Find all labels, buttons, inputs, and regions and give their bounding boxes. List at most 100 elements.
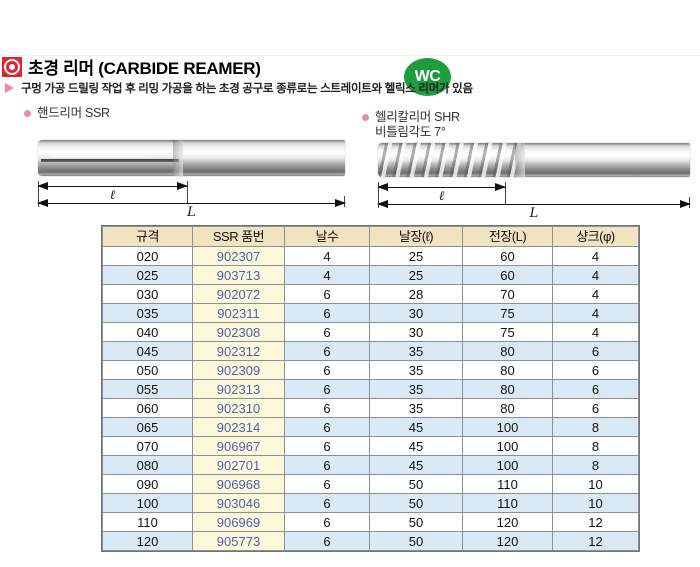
part-number-cell[interactable]: 902313 <box>192 379 285 399</box>
spec-cell: 25 <box>369 246 463 266</box>
part-number-cell[interactable]: 902308 <box>192 322 285 342</box>
part-number-cell[interactable]: 902312 <box>192 341 285 361</box>
table-row: 080 902701 6 45 100 8 <box>102 455 639 475</box>
spec-cell: 8 <box>552 417 639 437</box>
flute-transition <box>515 143 526 177</box>
spec-cell: 30 <box>369 303 463 323</box>
part-number-cell[interactable]: 902072 <box>192 284 285 304</box>
spec-cell: 6 <box>284 512 370 532</box>
dim-line-edge-length: ℓ <box>377 182 506 204</box>
section-bullet-icon <box>2 56 22 77</box>
spec-cell: 040 <box>102 322 193 342</box>
part-number-cell[interactable]: 906968 <box>192 474 285 494</box>
table-row: 110 906969 6 50 120 12 <box>102 512 639 532</box>
spec-cell: 4 <box>552 246 639 266</box>
spec-cell: 6 <box>284 398 370 418</box>
spec-cell: 60 <box>462 246 553 266</box>
table-header-row: 규격 SSR 품번 날수 날장(ℓ) 전장(L) 샹크(φ) <box>102 226 639 247</box>
dim-label-small: ℓ <box>438 189 445 204</box>
spec-cell: 110 <box>102 512 193 532</box>
spec-cell: 6 <box>284 531 370 551</box>
spec-cell: 6 <box>284 322 370 342</box>
flute-section <box>38 140 180 176</box>
table-row: 055 902313 6 35 80 6 <box>102 379 639 399</box>
spec-cell: 80 <box>462 379 553 399</box>
table-row: 050 902309 6 35 80 6 <box>102 360 639 380</box>
diagram-ssr: ℓ L <box>37 140 346 226</box>
table-row: 020 902307 4 25 60 4 <box>102 246 639 266</box>
spec-cell: 6 <box>552 341 639 361</box>
product-name: 헬리칼리머 SHR 비틀림각도 7° <box>375 110 460 140</box>
spec-cell: 35 <box>369 398 463 418</box>
product-twist-angle: 비틀림각도 7° <box>375 125 446 139</box>
spec-cell: 6 <box>284 360 370 380</box>
spec-cell: 12 <box>552 531 639 551</box>
spec-cell: 6 <box>284 341 370 361</box>
spec-cell: 50 <box>369 512 463 532</box>
dim-tick <box>378 182 379 208</box>
table-row: 030 902072 6 28 70 4 <box>102 284 639 304</box>
spec-cell: 6 <box>284 455 370 475</box>
dim-line-edge-length: ℓ <box>37 181 188 203</box>
spec-cell: 80 <box>462 398 553 418</box>
spec-cell: 6 <box>552 398 639 418</box>
dim-line-overall-length: L <box>377 199 691 221</box>
dim-label-large: L <box>529 206 539 221</box>
spec-cell: 6 <box>284 303 370 323</box>
spec-cell: 035 <box>102 303 193 323</box>
product-name: 핸드리머 SSR <box>37 106 110 120</box>
spec-table-body: 020 902307 4 25 60 4 025 903713 4 25 60 4 030 902072 6… <box>102 246 639 551</box>
spec-cell: 30 <box>369 322 463 342</box>
part-number-cell[interactable]: 906969 <box>192 512 285 532</box>
spec-cell: 60 <box>462 265 553 285</box>
part-number-cell[interactable]: 905773 <box>192 531 285 551</box>
dim-line-overall-length: L <box>37 198 346 220</box>
dim-tick <box>38 181 39 207</box>
dim-arrow-icon <box>335 198 346 207</box>
col-header-flute-count: 날수 <box>284 226 370 247</box>
dim-arrow-icon <box>680 199 691 208</box>
table-row: 090 906968 6 50 110 10 <box>102 474 639 494</box>
product-name-main: 헬리칼리머 SHR <box>375 110 460 124</box>
part-number-cell[interactable]: 902314 <box>192 417 285 437</box>
spec-cell: 065 <box>102 417 193 437</box>
dim-arrow-icon <box>37 181 48 190</box>
spec-cell: 6 <box>284 284 370 304</box>
spec-cell: 70 <box>462 284 553 304</box>
section-divider <box>0 55 700 56</box>
part-number-cell[interactable]: 902310 <box>192 398 285 418</box>
reamer-image-straight <box>38 140 345 176</box>
spec-cell: 4 <box>284 265 370 285</box>
spec-cell: 090 <box>102 474 193 494</box>
spec-cell: 4 <box>552 265 639 285</box>
dot-bullet-icon <box>24 110 31 117</box>
spec-cell: 75 <box>462 303 553 323</box>
spec-cell: 6 <box>284 474 370 494</box>
spec-cell: 060 <box>102 398 193 418</box>
part-number-cell[interactable]: 902307 <box>192 246 285 266</box>
triangle-bullet-icon <box>5 83 14 93</box>
col-header-part-number: SSR 품번 <box>192 226 285 247</box>
spec-cell: 070 <box>102 436 193 456</box>
part-number-cell[interactable]: 903713 <box>192 265 285 285</box>
part-number-cell[interactable]: 902701 <box>192 455 285 475</box>
part-number-cell[interactable]: 902311 <box>192 303 285 323</box>
part-number-cell[interactable]: 903046 <box>192 493 285 513</box>
spec-cell: 45 <box>369 436 463 456</box>
spec-cell: 055 <box>102 379 193 399</box>
col-header-size: 규격 <box>102 226 193 247</box>
spec-cell: 50 <box>369 531 463 551</box>
spec-cell: 120 <box>462 512 553 532</box>
part-number-cell[interactable]: 906967 <box>192 436 285 456</box>
col-header-shank: 샹크(φ) <box>552 226 639 247</box>
dim-arrow-icon <box>495 182 506 191</box>
spec-table: 규격 SSR 품번 날수 날장(ℓ) 전장(L) 샹크(φ) 020 902307… <box>101 225 640 552</box>
diagram-shr: ℓ L <box>377 143 691 229</box>
spec-cell: 4 <box>552 284 639 304</box>
spec-cell: 100 <box>102 493 193 513</box>
table-row: 025 903713 4 25 60 4 <box>102 265 639 285</box>
reamer-image-helical <box>378 143 690 177</box>
part-number-cell[interactable]: 902309 <box>192 360 285 380</box>
spec-cell: 8 <box>552 455 639 475</box>
